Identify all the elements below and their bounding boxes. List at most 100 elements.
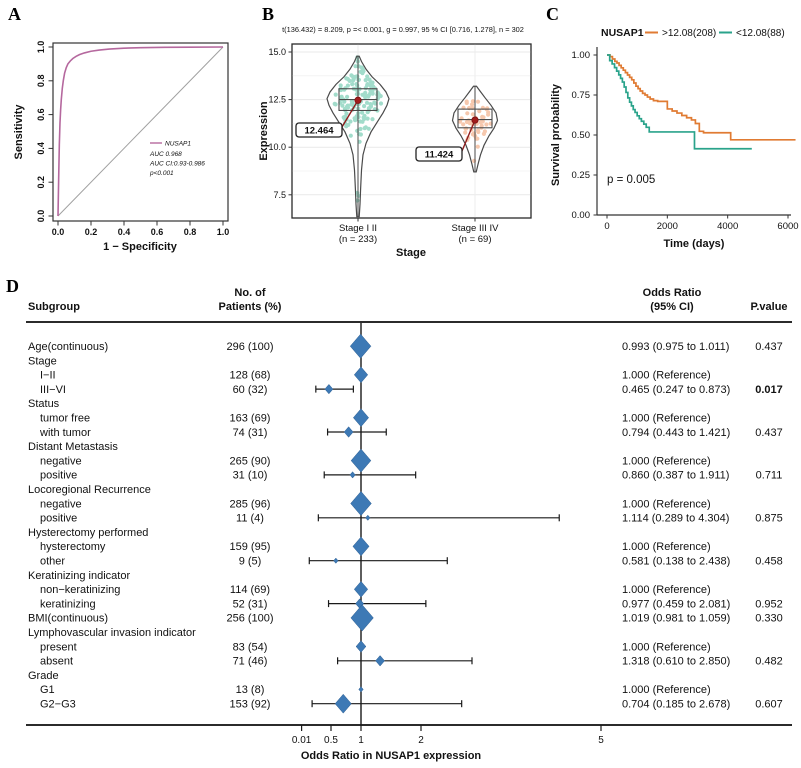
scatter-point [463,130,468,135]
scatter-point [461,122,466,127]
scatter-point [477,109,482,114]
scatter-point [345,76,350,82]
row-patients: 114 (69) [230,584,270,596]
x-tick-label: 0.6 [151,227,164,237]
row-patients: 31 (10) [233,470,268,482]
scatter-point [365,74,370,79]
or-diamond [350,491,372,516]
x-tick-label: 1.0 [217,227,230,237]
row-or-text: 0.581 (0.138 to 2.438) [622,556,730,568]
scatter-point [368,102,373,107]
col-header-pvalue: P.value [750,301,787,313]
x-tick-label: 0.2 [85,227,98,237]
scatter-point [472,158,477,163]
survival-chart: NUSAP1 >12.08(208) <12.08(88) 1.00 0.75 0.50 0… [550,27,799,250]
row-label: I−II [40,370,56,382]
scatter-point [475,136,480,141]
diagonal-reference-line [57,46,224,217]
or-diamond [358,686,364,693]
row-patients: 11 (4) [236,513,264,525]
row-label: negative [40,455,82,467]
scatter-point [362,126,367,131]
scatter-point [353,64,358,69]
scatter-point [482,129,487,134]
row-label: present [40,641,77,653]
violin-chart: t(136.432) = 8.209, p =< 0.001, g = 0.99… [258,25,532,259]
y-tick-label: 0.25 [572,170,591,181]
axis-tick-label: 0.01 [292,735,312,746]
category-label: Stage III IV [452,223,500,234]
scatter-point [466,118,471,123]
row-or-text: 1.114 (0.289 to 4.304) [622,513,729,525]
legend-pvalue-text: p<0.001 [149,170,174,177]
y-tick-label: 0.4 [36,142,46,155]
row-or-text: 0.704 (0.185 to 2.678) [622,699,730,711]
legend-high-label: >12.08(208) [662,28,716,39]
legend-auc-text: AUC 0.968 [149,151,182,158]
scatter-point [345,94,350,99]
row-or-text: 1.000 (Reference) [622,684,711,696]
scatter-point [348,133,353,138]
scatter-point [357,139,362,144]
scatter-point [355,83,360,88]
y-tick-label: 0.00 [572,210,591,221]
scatter-point [364,100,370,105]
panel-c-label: C [546,4,559,24]
row-patients: 52 (31) [233,598,268,610]
row-pvalue: 0.482 [755,656,783,668]
col-header-patients: Patients (%) [219,301,282,313]
scatter-point [362,116,367,122]
or-diamond [343,426,354,438]
scatter-point [368,83,373,88]
or-diamond [355,640,367,653]
row-label: III−VI [40,384,66,396]
scatter-point [348,119,353,124]
category-n-label: (n = 69) [458,234,491,245]
scatter-point [475,144,480,149]
scatter-point [365,82,370,87]
row-pvalue: 0.952 [755,598,783,610]
row-label: non−keratinizing [40,584,120,596]
row-patients: 159 (95) [230,541,271,553]
scatter-point [365,116,370,121]
row-pvalue: 0.458 [755,556,783,568]
scatter-point [369,80,374,85]
scatter-point [343,114,348,119]
x-axis-title: 1 − Specificity [103,241,178,253]
y-tick-label: 12.5 [268,95,286,105]
row-patients: 9 (5) [239,556,262,568]
scatter-point [333,92,338,97]
axis-tick-label: 5 [598,735,604,746]
scatter-point [351,77,356,82]
scatter-point [358,126,363,132]
roc-curve [57,46,224,217]
or-diamond [333,557,339,564]
scatter-point [361,69,366,74]
row-label: negative [40,498,82,510]
row-pvalue: 0.017 [755,384,783,396]
row-label: positive [40,513,77,525]
scatter-point [353,118,358,123]
row-pvalue: 0.437 [755,341,783,353]
scatter-point [363,78,368,83]
row-label: other [40,556,65,568]
scatter-point [366,94,371,99]
y-tick-label: 0.2 [36,176,46,189]
scatter-point [366,106,371,111]
x-tick-label: 0 [604,221,609,232]
y-axis-title: Sensitivity [13,104,25,160]
row-or-text: 1.000 (Reference) [622,455,711,467]
row-pvalue: 0.607 [755,699,783,711]
x-tick-label: 0.0 [52,227,65,237]
row-patients: 83 (54) [233,641,268,653]
axis-tick-label: 0.5 [324,735,338,746]
legend-low-label: <12.08(88) [736,28,785,39]
or-diamond [349,333,372,359]
panel-a-label: A [8,4,21,24]
mean-label-connector [341,99,359,128]
scatter-point [342,99,347,104]
scatter-point [338,83,343,88]
or-diamond [349,471,356,479]
row-patients: 60 (32) [233,384,268,396]
